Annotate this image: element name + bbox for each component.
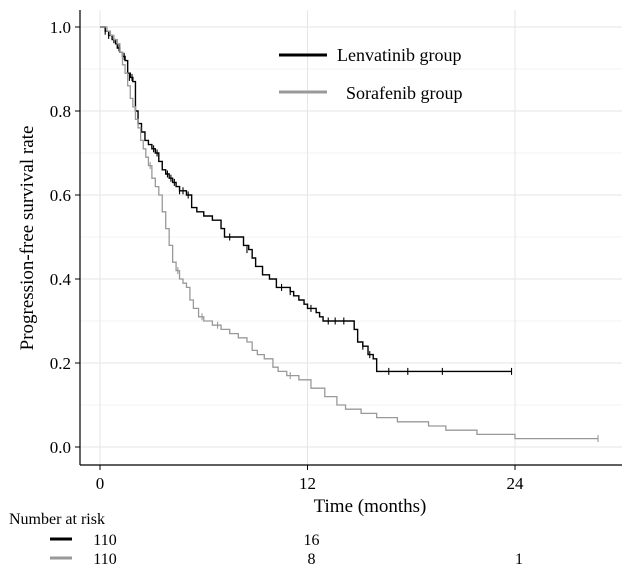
grid-lines xyxy=(80,10,622,465)
survival-curve-lenvatinib xyxy=(100,26,512,373)
risk-value: 8 xyxy=(308,551,316,567)
axes xyxy=(75,10,622,470)
risk-table-title: Number at risk xyxy=(9,511,105,528)
y-tick-label: 0.0 xyxy=(50,438,71,457)
legend-label-lenvatinib: Lenvatinib group xyxy=(337,45,461,65)
legend-label-sorafenib: Sorafenib group xyxy=(346,83,462,103)
x-tick-label: 0 xyxy=(96,474,105,493)
survival-curve-sorafenib xyxy=(100,26,598,440)
y-tick-label: 0.2 xyxy=(50,354,71,373)
survival-curves xyxy=(100,26,599,443)
x-tick-labels: 0 12 24 xyxy=(96,474,524,493)
risk-value: 110 xyxy=(93,532,116,549)
y-axis-title: Progression-free survival rate xyxy=(17,126,38,351)
y-tick-label: 1.0 xyxy=(50,18,71,37)
risk-value: 110 xyxy=(93,551,116,567)
risk-value: 1 xyxy=(515,551,523,567)
y-tick-label: 0.8 xyxy=(50,102,71,121)
y-tick-label: 0.4 xyxy=(50,270,72,289)
x-axis-title: Time (months) xyxy=(314,496,427,517)
legend: Lenvatinib group Sorafenib group xyxy=(279,45,462,103)
x-tick-label: 24 xyxy=(507,474,525,493)
number-at-risk-table: Number at risk 110 16 110 8 1 xyxy=(9,511,523,567)
y-tick-labels: 0.0 0.2 0.4 0.6 0.8 1.0 xyxy=(50,18,72,457)
x-tick-label: 12 xyxy=(299,474,316,493)
risk-value: 16 xyxy=(304,532,320,549)
y-tick-label: 0.6 xyxy=(50,186,71,205)
